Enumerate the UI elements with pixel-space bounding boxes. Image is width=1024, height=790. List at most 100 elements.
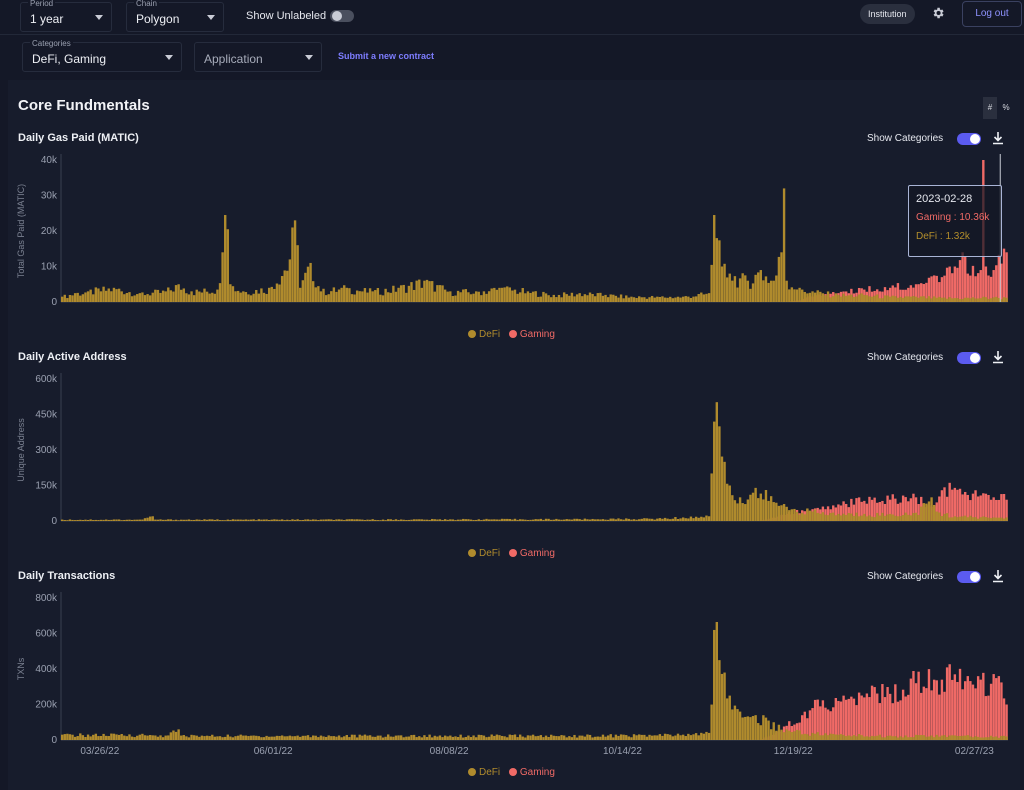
bar-gaming[interactable] (969, 681, 972, 740)
bar-defi[interactable] (143, 295, 147, 302)
bar-gaming[interactable] (842, 695, 845, 740)
bar-defi[interactable] (728, 695, 731, 741)
bar-gaming[interactable] (917, 504, 920, 521)
bar-defi[interactable] (958, 735, 962, 740)
bar-defi[interactable] (102, 733, 105, 740)
bar-defi[interactable] (154, 519, 157, 521)
bar-defi[interactable] (586, 519, 589, 521)
bar-defi[interactable] (161, 737, 165, 740)
bar-defi[interactable] (304, 519, 307, 521)
bar-defi[interactable] (844, 295, 848, 302)
bar-defi[interactable] (976, 298, 980, 302)
bar-defi[interactable] (495, 289, 499, 302)
bar-defi[interactable] (863, 294, 866, 302)
bar-defi[interactable] (73, 736, 77, 740)
bar-defi[interactable] (361, 735, 364, 740)
bar-defi[interactable] (806, 508, 809, 521)
bar-gaming[interactable] (951, 273, 954, 302)
bar-defi[interactable] (441, 737, 444, 740)
bar-defi[interactable] (777, 505, 781, 521)
bar-defi[interactable] (97, 520, 100, 521)
bar-gaming[interactable] (974, 276, 977, 302)
bar-defi[interactable] (935, 734, 938, 740)
bar-defi[interactable] (474, 737, 478, 740)
bar-defi[interactable] (314, 519, 317, 521)
bar-defi[interactable] (141, 292, 144, 302)
bar-defi[interactable] (813, 733, 817, 740)
bar-defi[interactable] (185, 293, 188, 302)
bar-gaming[interactable] (801, 715, 804, 740)
bar-defi[interactable] (459, 734, 462, 740)
bar-defi[interactable] (782, 188, 786, 302)
bar-defi[interactable] (860, 735, 863, 740)
legend-item-gaming[interactable]: Gaming (508, 767, 555, 778)
bar-defi[interactable] (537, 735, 540, 740)
bar-defi[interactable] (762, 280, 765, 302)
bar-defi[interactable] (379, 735, 382, 740)
bar-defi[interactable] (128, 292, 131, 302)
institution-badge[interactable]: Institution (860, 4, 915, 24)
bar-defi[interactable] (255, 520, 258, 521)
bar-gaming[interactable] (935, 680, 938, 740)
bar-defi[interactable] (547, 518, 550, 521)
bar-defi[interactable] (914, 734, 918, 740)
bar-defi[interactable] (930, 298, 933, 302)
bar-defi[interactable] (513, 734, 517, 740)
bar-defi[interactable] (575, 518, 579, 521)
bar-defi[interactable] (529, 292, 532, 302)
bar-defi[interactable] (989, 518, 993, 521)
bar-gaming[interactable] (948, 266, 951, 302)
bar-defi[interactable] (951, 735, 954, 740)
bar-defi[interactable] (560, 519, 563, 521)
bar-gaming[interactable] (984, 696, 988, 740)
bar-defi[interactable] (632, 297, 636, 302)
bar-defi[interactable] (314, 287, 317, 302)
bar-defi[interactable] (229, 284, 232, 302)
bar-defi[interactable] (500, 287, 504, 302)
bar-gaming[interactable] (888, 287, 892, 302)
bar-defi[interactable] (203, 736, 206, 740)
bar-gaming[interactable] (964, 256, 967, 302)
bar-defi[interactable] (418, 279, 421, 302)
bar-defi[interactable] (431, 737, 434, 740)
bar-defi[interactable] (622, 519, 625, 521)
bar-defi[interactable] (586, 295, 589, 302)
bar-defi[interactable] (265, 293, 268, 302)
bar-defi[interactable] (353, 734, 356, 740)
bar-gaming[interactable] (997, 676, 1001, 740)
bar-defi[interactable] (816, 290, 819, 302)
bar-defi[interactable] (270, 736, 273, 740)
bar-defi[interactable] (490, 519, 493, 521)
bar-defi[interactable] (115, 734, 118, 740)
bar-defi[interactable] (534, 519, 537, 521)
bar-defi[interactable] (120, 520, 123, 521)
bar-defi[interactable] (79, 519, 82, 521)
bar-defi[interactable] (286, 736, 289, 740)
bar-defi[interactable] (469, 737, 473, 740)
bar-defi[interactable] (345, 287, 348, 302)
bar-defi[interactable] (63, 734, 66, 740)
bar-defi[interactable] (361, 291, 364, 302)
bar-defi[interactable] (174, 285, 178, 302)
bar-defi[interactable] (345, 519, 348, 521)
bar-defi[interactable] (832, 512, 835, 521)
bar-defi[interactable] (376, 288, 380, 302)
bar-defi[interactable] (801, 734, 804, 740)
bar-defi[interactable] (449, 519, 452, 521)
bar-gaming[interactable] (891, 494, 894, 521)
bar-gaming[interactable] (922, 686, 925, 740)
bar-defi[interactable] (881, 512, 884, 521)
bar-defi[interactable] (979, 298, 982, 302)
bar-defi[interactable] (428, 281, 431, 302)
bar-defi[interactable] (842, 734, 845, 740)
bar-defi[interactable] (296, 519, 299, 521)
bar-defi[interactable] (759, 493, 762, 521)
bar-defi[interactable] (423, 519, 426, 521)
bar-defi[interactable] (190, 734, 193, 740)
bar-defi[interactable] (909, 515, 913, 521)
bar-defi[interactable] (669, 519, 672, 521)
bar-defi[interactable] (278, 519, 281, 521)
bar-defi[interactable] (174, 519, 178, 521)
bar-defi[interactable] (857, 516, 861, 521)
bar-defi[interactable] (811, 291, 814, 302)
